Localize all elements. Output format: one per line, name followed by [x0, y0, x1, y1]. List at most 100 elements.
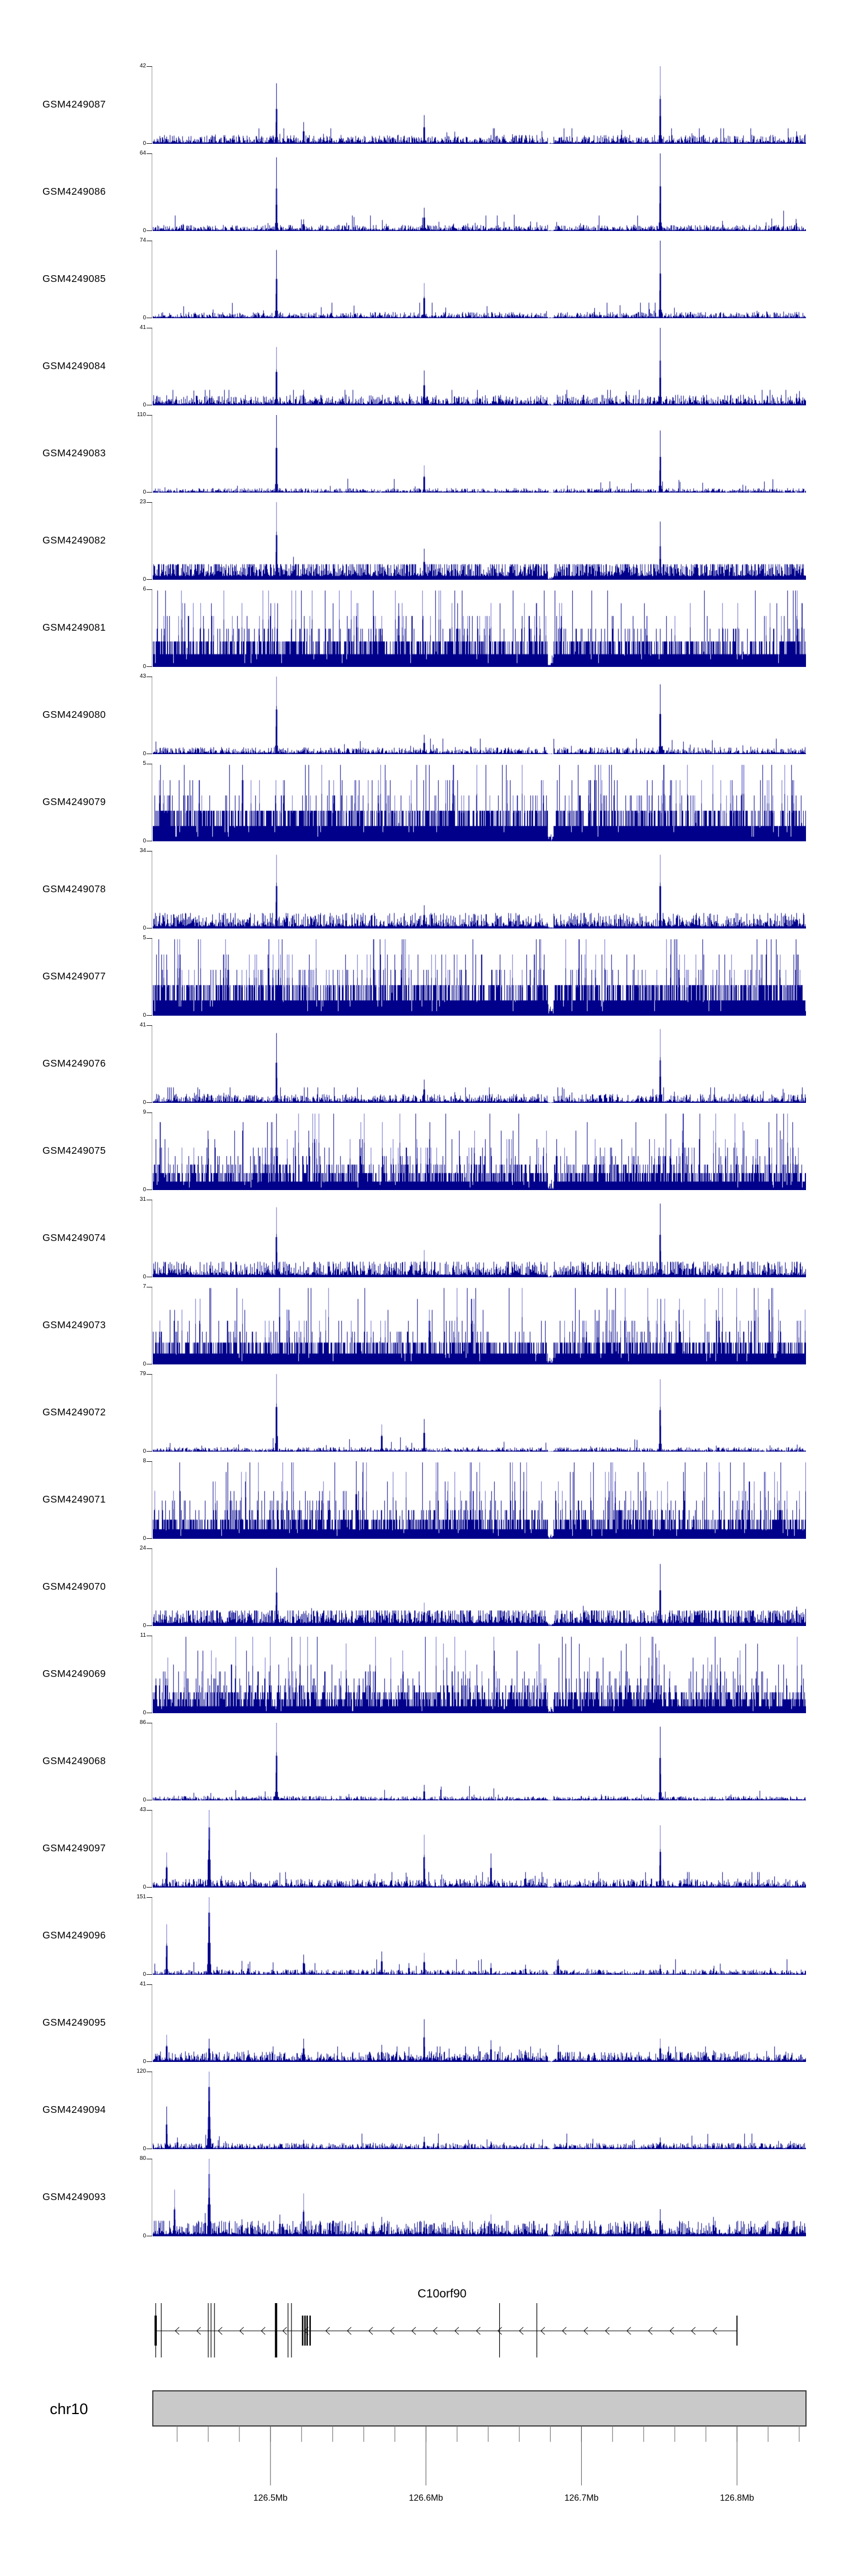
y-axis-zero-label: 0: [143, 315, 146, 321]
signal-plot-GSM4249093: [153, 2159, 806, 2236]
y-axis-tick: [147, 492, 152, 493]
track-row-GSM4249071: GSM4249071 8 0: [0, 1458, 849, 1548]
track-row-GSM4249078: GSM4249078 34 0: [0, 848, 849, 938]
signal-plot-GSM4249073: [153, 1287, 806, 1364]
strand-arrow-left-icon: [239, 2327, 244, 2335]
track-row-GSM4249068: GSM4249068 86 0: [0, 1719, 849, 1810]
track-label: GSM4249072: [42, 1406, 106, 1418]
y-axis-zero-label: 0: [143, 2233, 146, 2239]
y-axis-tick: [147, 1897, 152, 1898]
track-label: GSM4249077: [42, 970, 106, 982]
track-label: GSM4249085: [42, 273, 106, 284]
y-axis-zero-label: 0: [143, 2059, 146, 2065]
track-row-GSM4249083: GSM4249083 110 0: [0, 412, 849, 502]
strand-arrow-left-icon: [518, 2327, 524, 2335]
ruler-tick-label: 126.8Mb: [720, 2493, 754, 2503]
y-axis-zero-label: 0: [143, 1797, 146, 1803]
gene-model: [155, 2303, 738, 2357]
strand-arrow-left-icon: [174, 2327, 179, 2335]
track-label: GSM4249080: [42, 709, 106, 720]
track-label: GSM4249070: [42, 1581, 106, 1592]
y-axis-tick: [147, 1625, 152, 1627]
signal-plot-GSM4249071: [153, 1461, 806, 1539]
y-axis-max-label: 41: [139, 1022, 146, 1028]
signal-plot-GSM4249084: [153, 328, 806, 405]
gene-annotation-track: C10orf90: [155, 2287, 738, 2357]
track-row-GSM4249072: GSM4249072 79 0: [0, 1371, 849, 1461]
track-label: GSM4249075: [42, 1145, 106, 1156]
y-axis-zero-label: 0: [143, 140, 146, 147]
y-axis-max-label: 11: [140, 1632, 146, 1638]
y-axis-zero-label: 0: [143, 838, 146, 844]
strand-arrow-left-icon: [561, 2327, 567, 2335]
y-axis-tick: [147, 2061, 152, 2062]
y-axis-tick: [147, 1189, 152, 1191]
track-label: GSM4249095: [42, 2017, 106, 2028]
track-label: GSM4249093: [42, 2191, 106, 2202]
signal-plot-GSM4249072: [153, 1374, 806, 1452]
y-axis-zero-label: 0: [143, 751, 146, 757]
y-axis-tick: [147, 666, 152, 667]
track-row-GSM4249084: GSM4249084 41 0: [0, 324, 849, 415]
track-label: GSM4249076: [42, 1058, 106, 1069]
y-axis-max-label: 41: [139, 324, 146, 331]
y-axis-tick: [147, 143, 152, 144]
gene-exon: [309, 2316, 311, 2346]
track-row-GSM4249080: GSM4249080 43 0: [0, 673, 849, 764]
gene-title: C10orf90: [418, 2287, 466, 2300]
track-label: GSM4249081: [42, 622, 106, 633]
ruler-labels: 126.5Mb 126.6Mb 126.7Mb 126.8Mb: [254, 2493, 754, 2503]
strand-arrow-left-icon: [368, 2327, 373, 2335]
track-row-GSM4249085: GSM4249085 74 0: [0, 237, 849, 328]
y-axis-zero-label: 0: [143, 1535, 146, 1542]
track-label: GSM4249084: [42, 360, 106, 371]
strand-arrow-left-icon: [411, 2327, 416, 2335]
y-axis-max-label: 24: [139, 1545, 146, 1551]
strand-arrow-left-icon: [346, 2327, 351, 2335]
track-label: GSM4249096: [42, 1929, 106, 1941]
track-row-GSM4249076: GSM4249076 41 0: [0, 1022, 849, 1112]
track-row-GSM4249081: GSM4249081 6 0: [0, 586, 849, 677]
y-axis-tick: [147, 1810, 152, 1811]
track-label: GSM4249087: [42, 99, 106, 110]
y-axis-max-label: 6: [143, 586, 146, 592]
track-label: GSM4249083: [42, 447, 106, 459]
signal-plot-GSM4249068: [153, 1723, 806, 1800]
strand-arrow-left-icon: [475, 2327, 481, 2335]
y-axis-zero-label: 0: [143, 1274, 146, 1280]
y-axis-tick: [147, 1538, 152, 1539]
signal-plot-GSM4249096: [153, 1897, 806, 1975]
track-row-GSM4249086: GSM4249086 64 0: [0, 150, 849, 241]
y-axis-zero-label: 0: [143, 1099, 146, 1106]
track-row-GSM4249097: GSM4249097 43 0: [0, 1807, 849, 1897]
y-axis-zero-label: 0: [143, 1361, 146, 1367]
signal-plot-GSM4249076: [153, 1025, 806, 1103]
track-row-GSM4249077: GSM4249077 5 0: [0, 935, 849, 1025]
y-axis-max-label: 110: [137, 412, 146, 418]
y-axis-max-label: 9: [143, 1109, 146, 1115]
y-axis-zero-label: 0: [143, 925, 146, 931]
strand-arrow-left-icon: [691, 2327, 696, 2335]
strand-arrow-left-icon: [325, 2327, 330, 2335]
strand-arrow-left-icon: [669, 2327, 674, 2335]
signal-plot-GSM4249083: [153, 415, 806, 493]
y-axis-zero-label: 0: [143, 228, 146, 234]
y-axis-max-label: 34: [139, 848, 146, 854]
strand-arrow-left-icon: [583, 2327, 588, 2335]
track-label: GSM4249094: [42, 2104, 106, 2115]
y-axis-max-label: 43: [139, 1807, 146, 1813]
y-axis-max-label: 42: [139, 63, 146, 69]
strand-arrow-left-icon: [604, 2327, 610, 2335]
signal-plot-GSM4249077: [153, 938, 806, 1016]
track-row-GSM4249073: GSM4249073 7 0: [0, 1283, 849, 1374]
track-row-GSM4249075: GSM4249075 9 0: [0, 1109, 849, 1200]
track-label: GSM4249097: [42, 1842, 106, 1854]
y-axis-zero-label: 0: [143, 1971, 146, 1978]
signal-plot-GSM4249082: [153, 502, 806, 580]
strand-arrow-left-icon: [196, 2327, 201, 2335]
signal-plot-GSM4249080: [153, 677, 806, 754]
signal-plot-GSM4249081: [153, 589, 806, 667]
strand-arrow-left-icon: [217, 2327, 222, 2335]
gene-exon: [155, 2303, 156, 2357]
